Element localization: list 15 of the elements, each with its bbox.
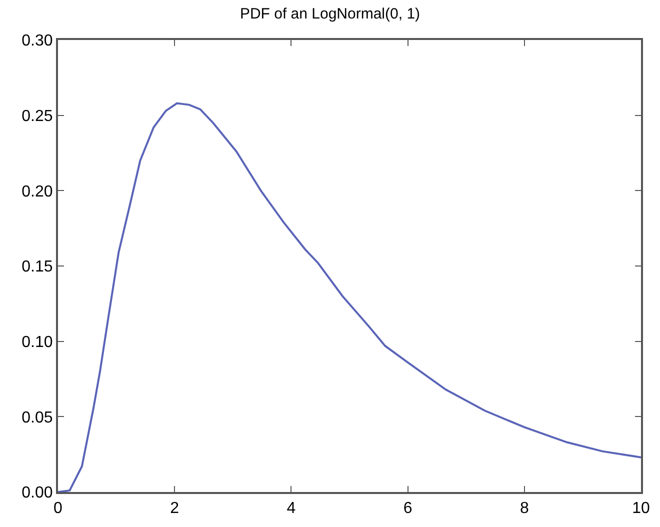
x-tick-label: 6 bbox=[403, 500, 412, 518]
y-tick-label: 0.05 bbox=[22, 409, 53, 426]
line-series bbox=[58, 102, 641, 492]
y-tick-label: 0.25 bbox=[22, 108, 53, 125]
y-tick-label: 0.30 bbox=[22, 32, 53, 50]
x-tick-label: 10 bbox=[632, 500, 650, 518]
y-tick-label: 0.15 bbox=[22, 258, 53, 276]
x-tick-label: 2 bbox=[170, 500, 180, 518]
x-tick-label: 4 bbox=[286, 500, 296, 518]
x-tick-label: 0 bbox=[54, 500, 63, 518]
chart-title: PDF of an LogNormal(0, 1) bbox=[240, 5, 420, 22]
x-tick-label: 8 bbox=[520, 500, 529, 518]
y-tick-label: 0.10 bbox=[22, 334, 53, 351]
y-tick-label: 0.20 bbox=[22, 183, 53, 200]
y-tick-label: 0.00 bbox=[22, 484, 53, 502]
